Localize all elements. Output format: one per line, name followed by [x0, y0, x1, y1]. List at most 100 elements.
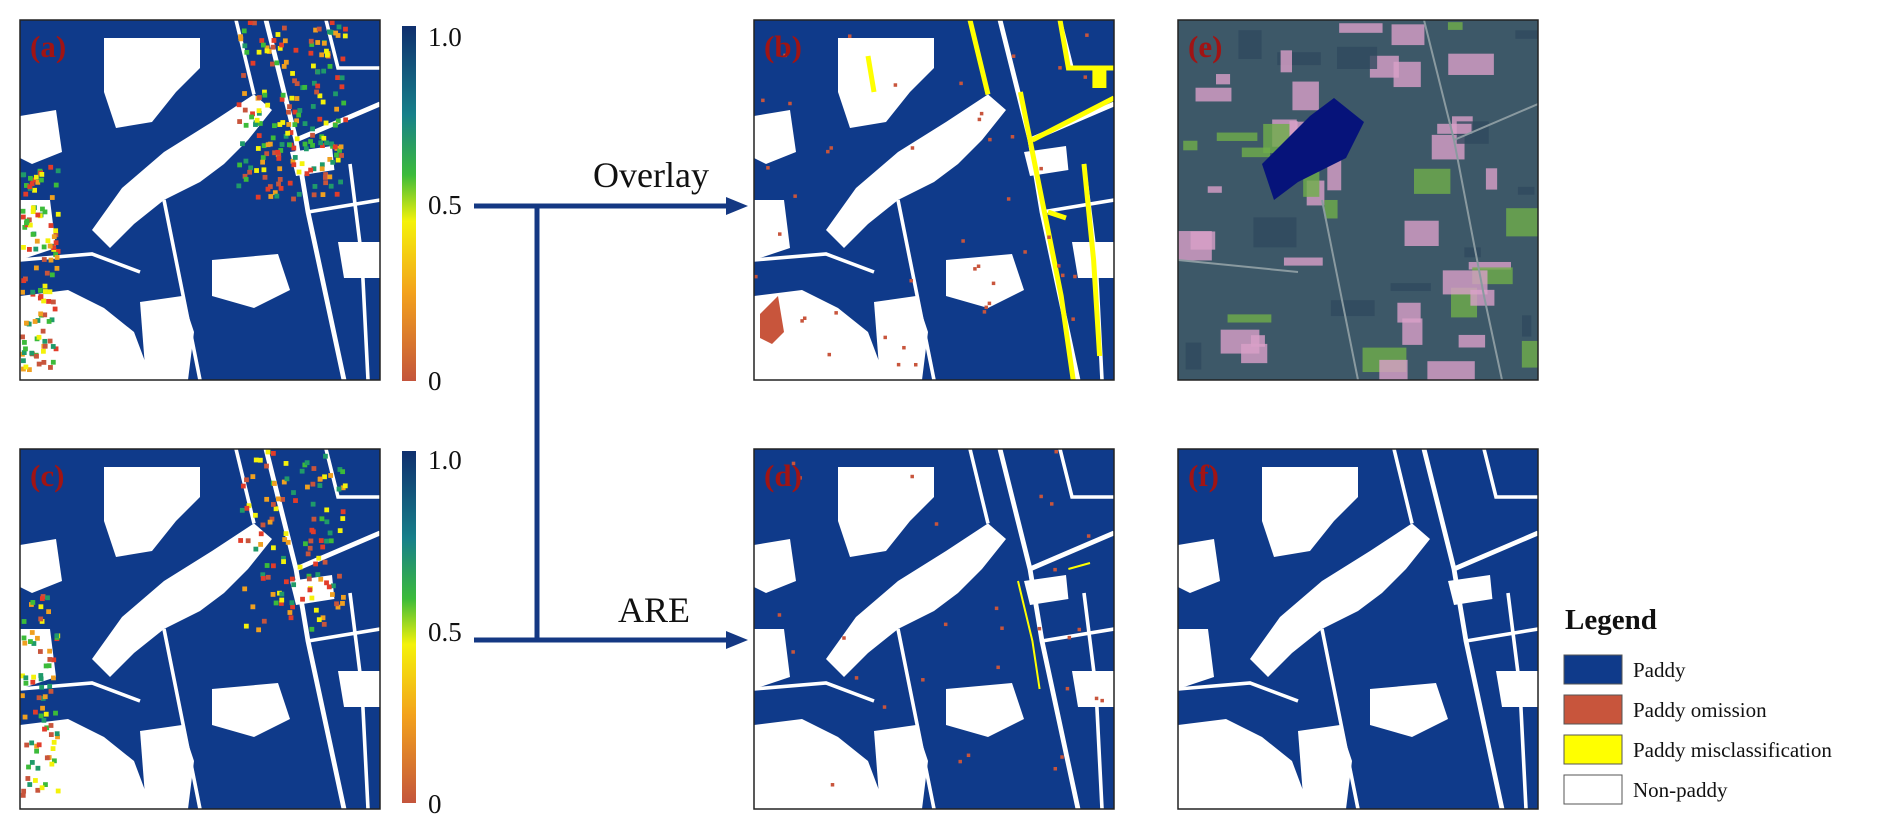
probability-pixel	[309, 626, 315, 632]
probability-pixel	[35, 765, 41, 771]
probability-pixel	[254, 168, 259, 173]
probability-pixel	[304, 460, 310, 466]
probability-pixel	[243, 158, 249, 164]
probability-pixel	[292, 122, 298, 128]
panel-label: (e)	[1188, 29, 1222, 64]
probability-pixel	[327, 63, 333, 69]
probability-pixel	[292, 78, 297, 84]
probability-pixel	[275, 32, 281, 37]
satellite-patch	[1216, 132, 1258, 141]
probability-pixel	[38, 676, 44, 682]
colorbar	[402, 451, 416, 803]
omission	[783, 53, 787, 58]
probability-pixel	[270, 502, 276, 507]
probability-pixel	[242, 586, 248, 592]
satellite-patch	[1522, 315, 1532, 337]
probability-pixel	[304, 171, 310, 177]
omission	[910, 146, 915, 150]
probability-pixel	[33, 265, 39, 271]
panel-label: (c)	[30, 458, 64, 493]
omission	[766, 166, 770, 170]
probability-pixel	[313, 607, 319, 613]
satellite-patch	[1448, 53, 1494, 75]
probability-pixel	[237, 162, 243, 168]
probability-pixel	[287, 610, 293, 615]
probability-pixel	[330, 143, 335, 149]
probability-pixel	[323, 180, 329, 186]
probability-pixel	[265, 102, 271, 108]
omission	[1010, 135, 1015, 139]
probability-pixel	[286, 122, 292, 127]
probability-pixel	[292, 109, 298, 115]
omission	[959, 81, 963, 86]
probability-pixel	[250, 604, 256, 610]
probability-pixel	[299, 468, 305, 474]
probability-pixel	[52, 306, 58, 312]
omission	[1086, 534, 1091, 538]
probability-pixel	[238, 538, 244, 543]
probability-pixel	[27, 782, 33, 787]
probability-pixel	[236, 183, 242, 189]
probability-pixel	[260, 155, 266, 160]
omission	[1023, 250, 1027, 254]
satellite-patch	[1506, 208, 1538, 237]
probability-pixel	[320, 192, 326, 197]
probability-pixel	[330, 592, 335, 597]
probability-pixel	[43, 663, 49, 669]
omission	[1073, 274, 1077, 279]
probability-pixel	[23, 675, 29, 681]
probability-pixel	[324, 140, 329, 146]
probability-pixel	[306, 576, 312, 582]
probability-pixel	[340, 516, 346, 521]
omission	[1058, 66, 1062, 70]
probability-pixel	[317, 483, 323, 488]
probability-pixel	[20, 693, 25, 699]
probability-pixel	[320, 99, 326, 105]
probability-pixel	[271, 38, 277, 43]
probability-pixel	[29, 630, 35, 635]
probability-pixel	[33, 778, 38, 783]
probability-pixel	[54, 633, 60, 639]
probability-pixel	[285, 130, 291, 136]
probability-pixel	[48, 365, 53, 370]
probability-pixel	[264, 563, 270, 568]
probability-pixel	[309, 42, 315, 47]
probability-pixel	[50, 359, 56, 365]
probability-pixel	[38, 294, 44, 299]
map-content	[20, 449, 380, 809]
probability-pixel	[21, 172, 27, 178]
probability-pixel	[240, 141, 245, 147]
probability-pixel	[313, 27, 318, 33]
probability-pixel	[316, 617, 322, 623]
probability-pixel	[305, 551, 311, 557]
probability-pixel	[279, 42, 284, 48]
probability-pixel	[260, 522, 266, 528]
probability-pixel	[330, 159, 336, 165]
probability-pixel	[288, 615, 294, 621]
satellite-patch	[1468, 261, 1511, 270]
probability-pixel	[274, 60, 280, 66]
probability-pixel	[273, 506, 279, 512]
probability-pixel	[49, 317, 55, 323]
omission	[1065, 686, 1070, 691]
probability-pixel	[334, 601, 339, 607]
probability-pixel	[48, 688, 54, 694]
omission	[761, 98, 765, 103]
probability-pixel	[34, 748, 40, 754]
probability-pixel	[276, 152, 282, 158]
probability-pixel	[260, 42, 266, 48]
probability-pixel	[328, 473, 334, 478]
satellite-patch	[1390, 283, 1431, 292]
panel-border	[19, 448, 381, 810]
omission	[788, 101, 792, 106]
probability-pixel	[318, 576, 324, 582]
probability-pixel	[264, 463, 269, 469]
probability-pixel	[46, 319, 52, 324]
probability-pixel	[250, 474, 256, 480]
omission	[847, 34, 852, 38]
probability-pixel	[53, 228, 59, 234]
probability-pixel	[252, 512, 258, 518]
colorbar-tick: 0.5	[428, 617, 462, 647]
probability-pixel	[302, 121, 308, 127]
probability-pixel	[317, 116, 323, 122]
